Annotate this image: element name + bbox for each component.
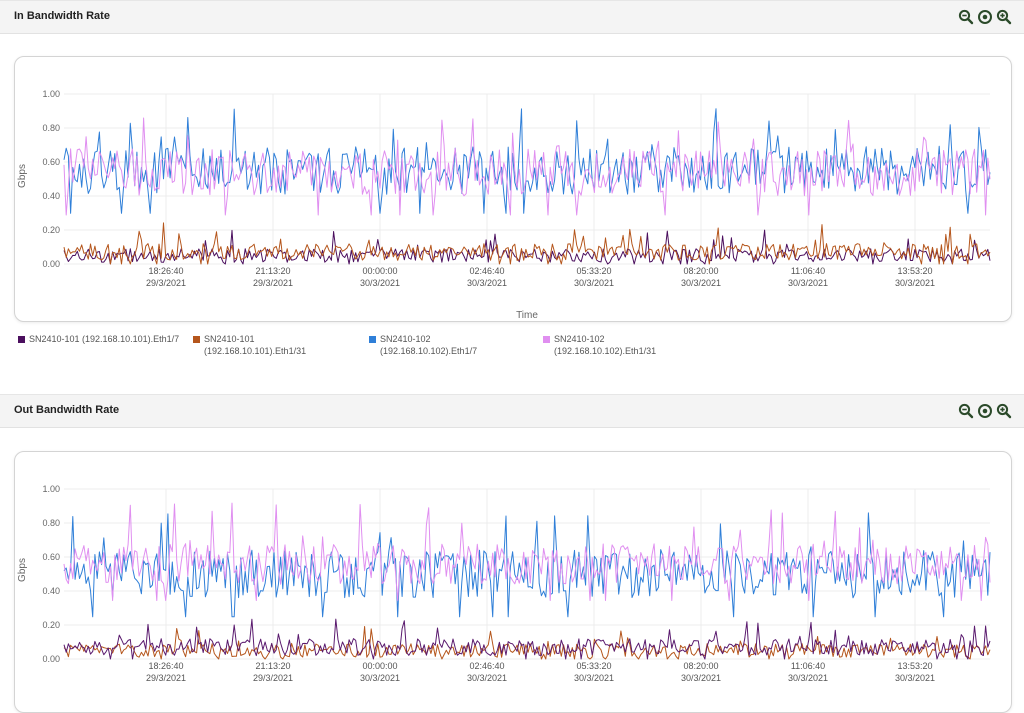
x-tick-date: 30/3/2021 [360, 673, 400, 683]
x-tick-date: 29/3/2021 [253, 278, 293, 288]
legend-item[interactable]: SN2410-102 (192.168.10.102).Eth1/7 [369, 333, 500, 357]
in-bandwidth-chart[interactable]: 0.00 0.20 0.40 0.60 0.80 1.00 18:26:40 29/3/202… [0, 0, 1024, 330]
panel-title: Out Bandwidth Rate [14, 404, 120, 416]
y-tick-label: 0.60 [42, 157, 60, 167]
y-tick-label: 0.20 [42, 620, 60, 630]
x-tick-time: 02:46:40 [469, 266, 504, 276]
x-tick-date: 30/3/2021 [681, 673, 721, 683]
x-tick-date: 30/3/2021 [681, 278, 721, 288]
x-tick-time: 00:00:00 [362, 266, 397, 276]
y-tick-label: 0.40 [42, 586, 60, 596]
series-line [63, 618, 991, 660]
x-tick-date: 30/3/2021 [895, 673, 935, 683]
reset-zoom-icon[interactable] [977, 9, 993, 25]
zoom-out-icon[interactable] [958, 9, 974, 25]
x-tick-time: 18:26:40 [148, 661, 183, 671]
legend-swatch [18, 336, 25, 343]
y-axis-label: Gbps [17, 164, 28, 188]
legend-swatch [369, 336, 376, 343]
chart-legend: SN2410-101 (192.168.10.101).Eth1/7 SN241… [0, 333, 1024, 363]
legend-label: SN2410-102 (192.168.10.102).Eth1/7 [380, 334, 478, 356]
legend-swatch [193, 336, 200, 343]
series-line [63, 108, 991, 214]
y-tick-label: 0.00 [42, 654, 60, 664]
x-tick-date: 30/3/2021 [895, 278, 935, 288]
y-tick-label: 0.80 [42, 123, 60, 133]
x-tick-time: 11:06:40 [791, 266, 825, 276]
panel-title: In Bandwidth Rate [14, 10, 110, 22]
zoom-in-icon[interactable] [996, 403, 1012, 419]
x-tick-time: 00:00:00 [362, 661, 397, 671]
x-tick-time: 08:20:00 [683, 661, 718, 671]
y-tick-label: 0.20 [42, 225, 60, 235]
x-tick-time: 05:33:20 [576, 266, 611, 276]
x-tick-date: 30/3/2021 [574, 673, 614, 683]
series-line [63, 117, 991, 216]
x-tick-date: 29/3/2021 [146, 673, 186, 683]
x-tick-time: 21:13:20 [255, 266, 290, 276]
x-tick-date: 29/3/2021 [253, 673, 293, 683]
x-tick-time: 08:20:00 [683, 266, 718, 276]
in-bandwidth-header: In Bandwidth Rate [0, 0, 1024, 34]
zoom-out-icon[interactable] [958, 403, 974, 419]
legend-label: SN2410-101 (192.168.10.101).Eth1/31 [204, 334, 307, 356]
y-tick-label: 0.60 [42, 552, 60, 562]
x-tick-time: 05:33:20 [576, 661, 611, 671]
x-tick-time: 11:06:40 [791, 661, 825, 671]
y-tick-label: 0.80 [42, 518, 60, 528]
x-tick-date: 30/3/2021 [574, 278, 614, 288]
y-axis-label: Gbps [17, 558, 28, 582]
legend-item[interactable]: SN2410-101 (192.168.10.101).Eth1/7 [18, 333, 179, 345]
x-tick-time: 02:46:40 [469, 661, 504, 671]
x-tick-date: 30/3/2021 [467, 278, 507, 288]
x-tick-date: 30/3/2021 [788, 673, 828, 683]
x-tick-date: 29/3/2021 [146, 278, 186, 288]
series-line [63, 222, 991, 265]
legend-item[interactable]: SN2410-101 (192.168.10.101).Eth1/31 [193, 333, 324, 357]
y-tick-label: 1.00 [42, 89, 60, 99]
x-axis-label: Time [516, 310, 538, 321]
out-bandwidth-chart[interactable]: 0.00 0.20 0.40 0.60 0.80 1.00 18:26:40 29/3/202… [0, 0, 1024, 693]
legend-item[interactable]: SN2410-102 (192.168.10.102).Eth1/31 [543, 333, 674, 357]
x-tick-date: 30/3/2021 [467, 673, 507, 683]
x-tick-time: 13:53:20 [897, 661, 932, 671]
x-tick-date: 30/3/2021 [788, 278, 828, 288]
in-bandwidth-chart-card [14, 56, 1012, 322]
x-tick-time: 21:13:20 [255, 661, 290, 671]
y-tick-label: 1.00 [42, 484, 60, 494]
zoom-in-icon[interactable] [996, 9, 1012, 25]
series-line [63, 229, 991, 265]
x-tick-time: 18:26:40 [148, 266, 183, 276]
series-line [63, 502, 991, 601]
reset-zoom-icon[interactable] [977, 403, 993, 419]
legend-label: SN2410-102 (192.168.10.102).Eth1/31 [554, 334, 657, 356]
x-tick-date: 30/3/2021 [360, 278, 400, 288]
x-tick-time: 13:53:20 [897, 266, 932, 276]
y-tick-label: 0.40 [42, 191, 60, 201]
y-tick-label: 0.00 [42, 259, 60, 269]
chart-toolbar [958, 403, 1012, 419]
legend-swatch [543, 336, 550, 343]
chart-toolbar [958, 9, 1012, 25]
out-bandwidth-header: Out Bandwidth Rate [0, 394, 1024, 428]
legend-label: SN2410-101 (192.168.10.101).Eth1/7 [29, 334, 180, 344]
